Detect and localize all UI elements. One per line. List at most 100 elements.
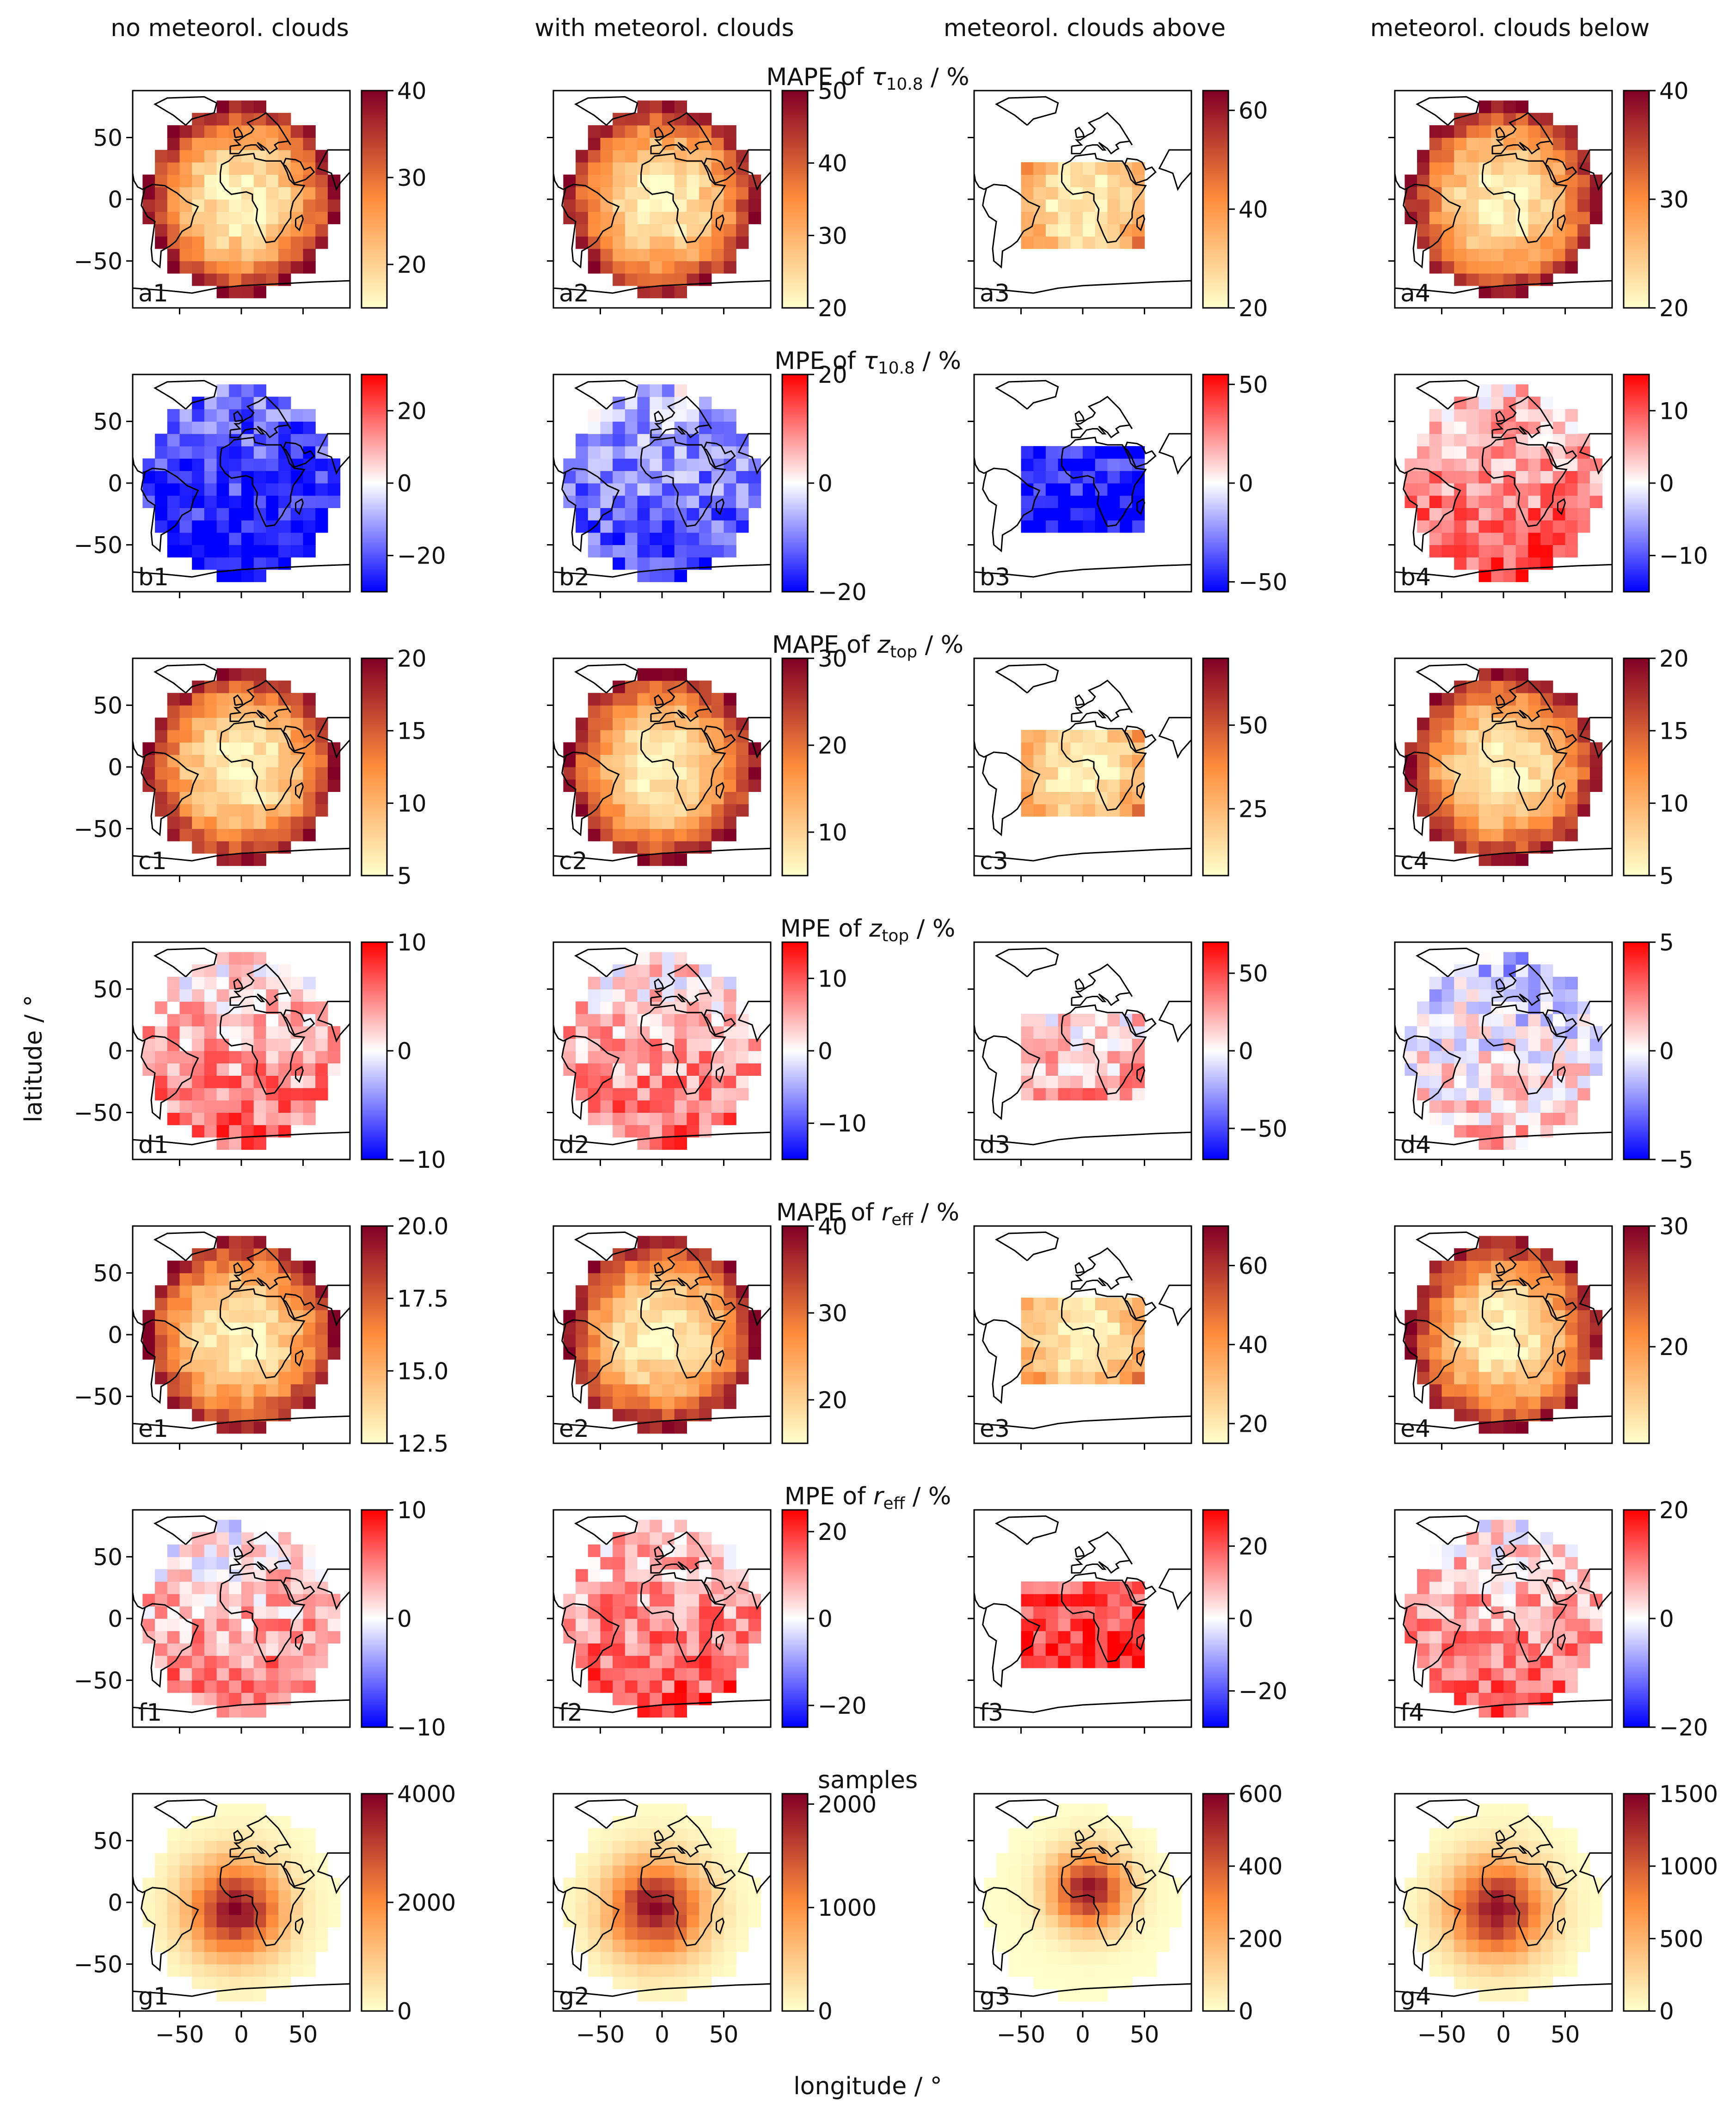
coastline <box>974 280 1191 294</box>
heatmap-cell <box>253 1260 266 1274</box>
heatmap-cell <box>303 1273 316 1286</box>
colorbar <box>1202 1509 1229 1728</box>
heatmap-cell <box>637 248 650 262</box>
heatmap-cell <box>1070 1359 1083 1372</box>
heatmap-cell <box>142 483 155 496</box>
heatmap-cell <box>1540 1347 1553 1360</box>
heatmap-cell <box>625 520 638 533</box>
heatmap-cell <box>1120 1038 1133 1051</box>
heatmap-cell <box>179 248 192 262</box>
heatmap-cell <box>1515 545 1528 558</box>
heatmap-cell <box>266 976 279 990</box>
heatmap-cell <box>1095 211 1108 224</box>
heatmap-cell <box>724 1631 736 1643</box>
heatmap-cell <box>600 248 613 262</box>
heatmap-cell <box>1540 1532 1553 1545</box>
heatmap-cell <box>1454 1619 1467 1631</box>
heatmap-cell <box>266 187 279 200</box>
heatmap-cell <box>229 804 242 817</box>
heatmap-cell <box>1442 1372 1454 1385</box>
heatmap-cell <box>711 1396 724 1409</box>
heatmap-cell <box>303 508 316 521</box>
heatmap-cell <box>637 150 650 163</box>
heatmap-cell <box>1429 446 1442 459</box>
heatmap-cell <box>674 458 687 471</box>
heatmap-cell <box>303 137 316 150</box>
heatmap-cell <box>699 989 712 1002</box>
heatmap-cell <box>625 816 638 829</box>
heatmap-cell <box>192 1594 205 1606</box>
heatmap-cell <box>315 1643 328 1656</box>
heatmap-cell <box>613 446 626 459</box>
heatmap-cell <box>1429 545 1442 558</box>
heatmap-cell <box>1454 779 1467 792</box>
heatmap-cell <box>600 976 613 990</box>
heatmap-cell <box>1515 1063 1528 1076</box>
heatmap-cell <box>1429 1051 1442 1064</box>
heatmap-cell <box>1478 1557 1491 1570</box>
heatmap-cell <box>216 199 229 212</box>
heatmap-cell <box>650 545 663 558</box>
heatmap-cell <box>736 1643 749 1656</box>
heatmap-cell <box>327 1335 341 1348</box>
heatmap-cell <box>1033 1359 1046 1372</box>
heatmap-cell <box>167 1631 180 1643</box>
heatmap-cell <box>724 1322 736 1335</box>
heatmap-cell <box>1405 174 1417 187</box>
heatmap-cell <box>1095 1297 1108 1311</box>
heatmap-cell <box>229 1964 242 1977</box>
heatmap-cell <box>1120 754 1133 767</box>
heatmap-cell <box>216 1692 229 1705</box>
heatmap-cell <box>192 1112 205 1125</box>
colorbar-tick-label: 50 <box>1239 371 1268 398</box>
heatmap-cell <box>1070 1297 1083 1311</box>
heatmap-cell <box>204 1125 217 1138</box>
heatmap-cell <box>625 471 638 484</box>
heatmap-cell <box>192 1063 205 1076</box>
heatmap-cell <box>1070 174 1083 187</box>
coastline <box>974 173 987 190</box>
heatmap-cell <box>1515 211 1528 224</box>
heatmap-cell <box>1033 1322 1046 1335</box>
heatmap-cell <box>588 434 601 447</box>
heatmap-cell <box>155 1297 168 1311</box>
heatmap-cell <box>1442 816 1454 829</box>
heatmap-cell <box>303 976 316 990</box>
heatmap-cell <box>1454 1557 1467 1570</box>
heatmap-cell <box>625 434 638 447</box>
heatmap-cell <box>204 1409 217 1422</box>
heatmap-cell <box>192 1631 205 1643</box>
heatmap-cell <box>1429 1557 1442 1570</box>
heatmap-cell <box>327 754 341 767</box>
heatmap-cell <box>204 557 217 570</box>
heatmap-cell <box>167 1853 180 1866</box>
heatmap-cell <box>1033 1297 1046 1311</box>
heatmap-cell <box>204 1051 217 1064</box>
heatmap-cell <box>216 483 229 496</box>
heatmap-cell <box>1491 1236 1504 1249</box>
heatmap-cell <box>1540 681 1553 693</box>
heatmap-cell <box>1454 1347 1467 1360</box>
heatmap-cell <box>303 1557 316 1570</box>
heatmap-cell <box>613 421 626 434</box>
heatmap-cell <box>327 1631 341 1643</box>
coastline <box>1579 1568 1612 1611</box>
heatmap-cell <box>1466 1100 1479 1113</box>
heatmap-cell <box>625 273 638 286</box>
heatmap-cell <box>625 1100 638 1113</box>
coastline <box>1061 436 1147 527</box>
colorbar-tick-label: 0 <box>397 1998 412 2025</box>
heatmap-cell <box>1515 1421 1528 1434</box>
heatmap-cell <box>1429 1668 1442 1681</box>
heatmap-cell <box>563 1902 576 1915</box>
heatmap-cell <box>637 1063 650 1076</box>
heatmap-cell <box>179 1914 192 1927</box>
heatmap-cell <box>1058 1655 1071 1668</box>
heatmap-cell <box>1491 1013 1504 1027</box>
heatmap-cell <box>1565 187 1578 200</box>
heatmap-cell <box>1070 1643 1083 1656</box>
heatmap-cell <box>229 1865 242 1878</box>
heatmap-cell <box>662 1285 675 1298</box>
